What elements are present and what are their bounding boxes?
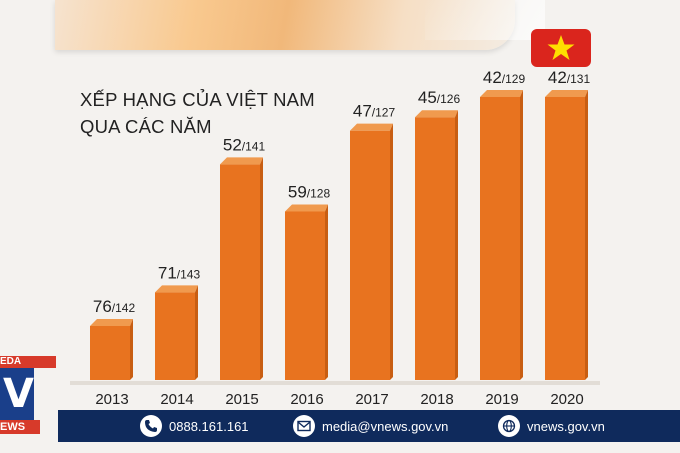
bar-top-face	[220, 157, 263, 165]
footer-phone-text: 0888.161.161	[169, 418, 249, 434]
bar	[415, 117, 455, 381]
bar-value-label: 42/129	[483, 68, 526, 87]
vietnam-flag-icon	[531, 29, 591, 67]
bar-top-face	[285, 204, 328, 212]
x-tick-label: 2017	[355, 391, 388, 408]
bar-side-face	[325, 204, 328, 380]
chart-title-line-2: QUA CÁC NĂM	[80, 116, 212, 137]
x-tick-label: 2014	[160, 391, 193, 408]
footer-contact-bar: 0888.161.161 media@vnews.gov.vn vnews.go…	[58, 410, 680, 442]
bar-side-face	[260, 157, 263, 380]
bar-side-face	[130, 319, 133, 380]
logo-bottom-text: EWS	[0, 420, 40, 434]
bar-top-face	[90, 319, 133, 326]
x-tick-label: 2019	[485, 391, 518, 408]
bar	[155, 292, 195, 380]
logo-letter: V	[3, 371, 34, 417]
bar-value-label: 76/142	[93, 297, 136, 316]
bar-side-face	[520, 90, 523, 380]
bar-value-label: 52/141	[223, 135, 266, 154]
bar	[285, 211, 325, 380]
globe-icon	[498, 415, 520, 437]
bar-value-label: 59/128	[288, 183, 331, 202]
bar-value-label: 45/126	[418, 88, 461, 107]
bar-side-face	[390, 123, 393, 381]
bar	[545, 97, 585, 380]
x-tick-label: 2016	[290, 391, 323, 408]
bar	[220, 164, 260, 380]
bar-side-face	[585, 90, 588, 380]
bar	[350, 130, 390, 380]
header-banner-image	[55, 0, 545, 50]
bar-top-face	[415, 110, 458, 118]
chart-title: XẾP HẠNG CỦA VIỆT NAM QUA CÁC NĂM	[80, 86, 315, 140]
bar-top-face	[155, 285, 198, 293]
vnews-logo: EDA V EWS	[0, 356, 56, 442]
logo-box	[0, 368, 34, 420]
star-icon	[547, 35, 575, 60]
bar-value-label: 71/143	[158, 263, 201, 282]
chart-title-line-1: XẾP HẠNG CỦA VIỆT NAM	[80, 89, 315, 110]
bar-value-label: 47/127	[353, 102, 396, 121]
footer-email-text: media@vnews.gov.vn	[322, 418, 449, 434]
footer-email[interactable]: media@vnews.gov.vn	[293, 414, 448, 438]
bar-top-face	[480, 90, 523, 97]
footer-website-text: vnews.gov.vn	[527, 418, 605, 434]
footer-phone[interactable]: 0888.161.161	[140, 414, 249, 438]
footer-website[interactable]: vnews.gov.vn	[498, 414, 605, 438]
bar-top-face	[545, 90, 588, 97]
mail-icon	[293, 415, 315, 437]
logo-top-text: EDA	[0, 356, 56, 368]
bar-top-face	[350, 123, 393, 131]
chart-baseline	[70, 381, 600, 385]
bar	[480, 97, 520, 380]
bar-side-face	[195, 285, 198, 380]
bar	[90, 326, 130, 380]
bar-side-face	[455, 110, 458, 381]
phone-icon	[140, 415, 162, 437]
x-tick-label: 2013	[95, 391, 128, 408]
x-tick-label: 2020	[550, 391, 583, 408]
x-tick-label: 2015	[225, 391, 258, 408]
x-tick-label: 2018	[420, 391, 453, 408]
bar-value-label: 42/131	[548, 68, 591, 87]
